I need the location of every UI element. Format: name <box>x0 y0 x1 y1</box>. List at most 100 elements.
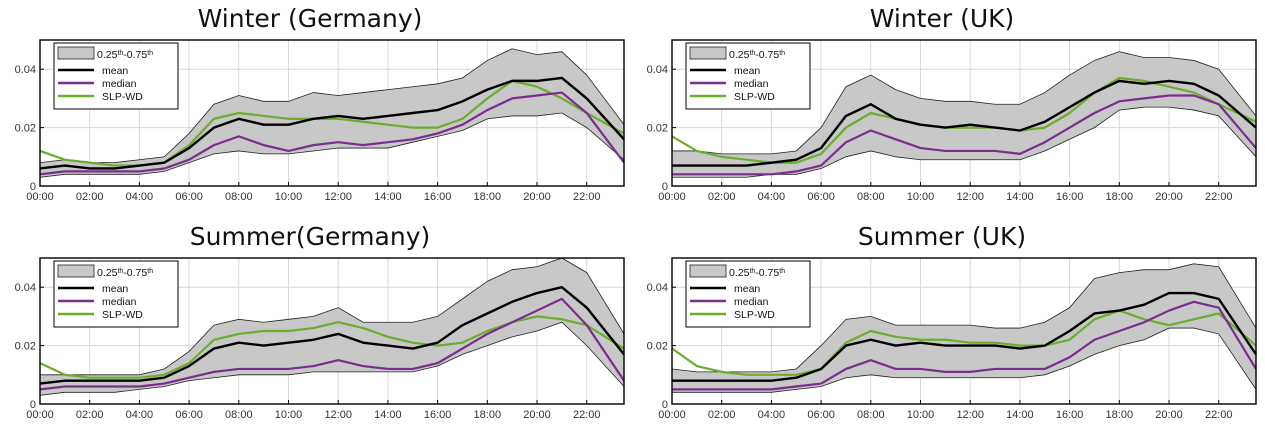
y-tick-label: 0.04 <box>647 282 668 294</box>
x-tick-label: 16:00 <box>1056 191 1084 203</box>
x-tick-label: 06:00 <box>807 191 835 203</box>
x-tick-label: 18:00 <box>474 191 502 203</box>
legend-median-label: median <box>734 78 769 90</box>
y-tick-label: 0 <box>30 181 36 193</box>
plot-svg: 00:00 02:00 04:00 06:00 08:00 10:00 12:00 14:00… <box>647 257 1257 421</box>
x-tick-label: 06:00 <box>807 409 835 421</box>
mean-line <box>39 285 625 385</box>
chart-panel: Winter (Germany) 00:00 02:00 04:00 06:00 08:0… <box>0 0 625 215</box>
legend-mean-label: mean <box>734 65 760 77</box>
x-tick-label: 22:00 <box>1205 191 1233 203</box>
x-tick-label: 12:00 <box>324 409 352 421</box>
median-line <box>39 91 625 176</box>
x-tick-label: 22:00 <box>573 409 601 421</box>
legend-slp-wd-label: SLP-WD <box>102 309 143 321</box>
chart-title: Winter (Germany) <box>197 4 423 33</box>
x-tick-label: 16:00 <box>424 409 452 421</box>
x-tick-label: 04:00 <box>758 409 786 421</box>
legend-mean-label: mean <box>734 283 760 295</box>
y-tick-label: 0 <box>662 181 668 193</box>
legend-band-label: 0.25th-0.75th <box>729 267 785 279</box>
x-tick-label: 10:00 <box>275 191 303 203</box>
x-tick-label: 04:00 <box>758 191 786 203</box>
legend-median-label: median <box>102 78 137 90</box>
x-tick-label: 14:00 <box>1006 409 1034 421</box>
x-tick-label: 02:00 <box>76 191 104 203</box>
y-tick-label: 0.02 <box>15 123 36 135</box>
plot-svg: 00:00 02:00 04:00 06:00 08:00 10:00 12:00 14:00… <box>647 39 1257 203</box>
x-tick-label: 02:00 <box>76 409 104 421</box>
x-tick-label: 12:00 <box>956 191 984 203</box>
y-tick-label: 0.02 <box>647 341 668 353</box>
x-tick-label: 14:00 <box>374 409 402 421</box>
y-tick-label: 0 <box>662 399 668 411</box>
y-tick-label: 0.02 <box>15 341 36 353</box>
x-tick-label: 12:00 <box>956 409 984 421</box>
x-tick-label: 20:00 <box>1155 409 1183 421</box>
legend-median-label: median <box>734 296 769 308</box>
plot-svg: 00:00 02:00 04:00 06:00 08:00 10:00 12:00 14:00… <box>15 39 625 203</box>
x-tick-label: 02:00 <box>708 191 736 203</box>
legend-band-swatch <box>689 264 727 278</box>
x-tick-label: 04:00 <box>126 409 154 421</box>
legend-slp-wd-label: SLP-WD <box>734 309 775 321</box>
plot-frame <box>39 257 625 405</box>
x-tick-label: 10:00 <box>907 191 935 203</box>
chart-panel: Summer (UK) 00:00 02:00 04:00 06:00 08:00 10:0… <box>632 218 1257 433</box>
y-tick-label: 0.02 <box>647 123 668 135</box>
x-tick-label: 16:00 <box>424 191 452 203</box>
x-tick-label: 10:00 <box>907 409 935 421</box>
x-tick-label: 10:00 <box>275 409 303 421</box>
x-tick-label: 20:00 <box>523 191 551 203</box>
legend-band-label: 0.25th-0.75th <box>97 49 153 61</box>
x-tick-label: 22:00 <box>1205 409 1233 421</box>
x-tick-label: 12:00 <box>324 191 352 203</box>
legend-slp-wd-label: SLP-WD <box>734 91 775 103</box>
plot-frame <box>671 39 1257 187</box>
legend-median-label: median <box>102 296 137 308</box>
legend-mean-label: mean <box>102 283 128 295</box>
x-tick-label: 08:00 <box>225 409 253 421</box>
x-tick-label: 14:00 <box>374 191 402 203</box>
legend-band-label: 0.25th-0.75th <box>729 49 785 61</box>
plot-frame <box>671 257 1257 405</box>
legend-band-swatch <box>689 46 727 60</box>
chart-panel: Winter (UK) 00:00 02:00 04:00 06:00 08:00 10:0… <box>632 0 1257 215</box>
x-tick-label: 18:00 <box>1106 191 1134 203</box>
x-tick-label: 00:00 <box>658 409 686 421</box>
chart-title: Summer (UK) <box>857 222 1027 251</box>
median-line <box>672 94 1257 176</box>
x-tick-label: 18:00 <box>1106 409 1134 421</box>
median-line <box>672 300 1257 391</box>
x-tick-label: 00:00 <box>26 409 54 421</box>
legend-band-label: 0.25th-0.75th <box>97 267 153 279</box>
y-tick-label: 0 <box>30 399 36 411</box>
mean-line <box>672 291 1257 382</box>
legend-slp-wd-label: SLP-WD <box>102 91 143 103</box>
chart-panel: Summer(Germany) 00:00 02:00 04:00 06:00 08:00… <box>0 218 625 433</box>
x-tick-label: 04:00 <box>126 191 154 203</box>
x-tick-label: 02:00 <box>708 409 736 421</box>
x-tick-label: 20:00 <box>523 409 551 421</box>
y-tick-label: 0.04 <box>647 64 668 76</box>
x-tick-label: 00:00 <box>658 191 686 203</box>
legend-mean-label: mean <box>102 65 128 77</box>
x-tick-label: 08:00 <box>857 191 885 203</box>
mean-line <box>672 79 1257 167</box>
x-tick-label: 14:00 <box>1006 191 1034 203</box>
x-tick-label: 08:00 <box>225 191 253 203</box>
plot-frame <box>39 39 625 187</box>
mean-line <box>39 76 625 170</box>
x-tick-label: 20:00 <box>1155 191 1183 203</box>
chart-title: Summer(Germany) <box>189 222 431 251</box>
y-tick-label: 0.04 <box>15 64 36 76</box>
median-line <box>39 297 625 391</box>
plot-svg: 00:00 02:00 04:00 06:00 08:00 10:00 12:00 14:00… <box>15 257 625 421</box>
chart-title: Winter (UK) <box>869 4 1015 33</box>
legend-band-swatch <box>57 264 95 278</box>
x-tick-label: 00:00 <box>26 191 54 203</box>
x-tick-label: 06:00 <box>175 409 203 421</box>
y-tick-label: 0.04 <box>15 282 36 294</box>
x-tick-label: 16:00 <box>1056 409 1084 421</box>
x-tick-label: 08:00 <box>857 409 885 421</box>
